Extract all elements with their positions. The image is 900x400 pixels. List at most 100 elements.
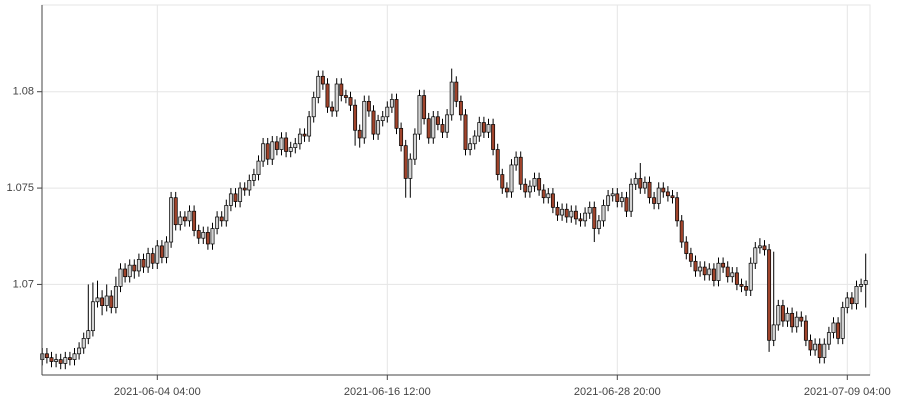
x-tick-label: 2021-06-04 04:00: [114, 386, 201, 398]
candle-body: [771, 324, 776, 341]
candle-body: [399, 127, 404, 147]
candle-body: [684, 241, 689, 254]
candle-body: [665, 191, 670, 197]
candle-body: [173, 197, 178, 226]
candle-body: [353, 104, 358, 131]
candle-body: [541, 189, 546, 199]
y-tick-label: 1.07: [13, 278, 34, 290]
candle-body: [840, 307, 845, 339]
candle-body: [417, 95, 422, 135]
candle-body: [376, 120, 381, 135]
candle-body: [279, 137, 284, 150]
candle-body: [238, 187, 243, 202]
candle-body: [458, 101, 463, 116]
candle-body: [762, 245, 767, 251]
candle-body: [776, 305, 781, 326]
candle-body: [182, 216, 187, 222]
candle-body: [426, 118, 431, 139]
candle-body: [431, 116, 436, 139]
candle-body: [297, 133, 302, 145]
candle-body: [311, 97, 316, 118]
candle-body: [813, 343, 818, 351]
candle-body: [366, 101, 371, 112]
candle-body: [362, 101, 367, 139]
candle-body: [113, 286, 118, 308]
candle-body: [141, 259, 146, 268]
x-tick-label: 2021-07-09 04:00: [804, 386, 891, 398]
candle-body: [610, 193, 615, 197]
candle-body: [569, 210, 574, 218]
candle-body: [707, 268, 712, 276]
candle-body: [320, 75, 325, 85]
candle-body: [638, 178, 643, 189]
candle-body: [215, 216, 220, 229]
candle-body: [859, 284, 864, 287]
candle-body: [702, 266, 707, 276]
x-tick-label: 2021-06-16 12:00: [344, 386, 431, 398]
candle-body: [730, 272, 735, 278]
candle-body: [90, 301, 95, 332]
candle-body: [716, 262, 721, 281]
candle-body: [49, 357, 54, 362]
candle-body: [550, 193, 555, 208]
candle-body: [178, 216, 183, 226]
candle-body: [412, 133, 417, 160]
candle-body: [224, 205, 229, 222]
candle-body: [560, 208, 565, 216]
candle-body: [606, 195, 611, 206]
candle-body: [836, 322, 841, 339]
candle-body: [394, 99, 399, 129]
x-tick-label: 2021-06-28 20:00: [574, 386, 661, 398]
candle-body: [54, 359, 59, 362]
candle-body: [136, 259, 141, 272]
candle-body: [675, 197, 680, 222]
candle-body: [228, 193, 233, 206]
candle-body: [58, 359, 63, 364]
candle-body: [537, 178, 542, 191]
candle-body: [72, 353, 77, 360]
candle-body: [817, 343, 822, 359]
candle-body: [578, 218, 583, 222]
candle-body: [794, 316, 799, 328]
candle-body: [849, 297, 854, 305]
candle-body: [661, 187, 666, 193]
candle-body: [302, 133, 307, 137]
candle-body: [587, 206, 592, 214]
candle-body: [330, 106, 335, 112]
candle-body: [118, 268, 123, 287]
y-tick-label: 1.075: [6, 182, 34, 194]
candle-body: [454, 81, 459, 102]
candle-body: [711, 268, 716, 281]
candle-body: [288, 147, 293, 152]
candle-body: [854, 286, 859, 305]
candle-body: [601, 205, 606, 222]
candle-body: [270, 141, 275, 160]
candle-body: [169, 197, 174, 243]
candle-body: [670, 195, 675, 199]
candle-body: [100, 297, 105, 306]
candle-body: [564, 208, 569, 218]
plot-area: [41, 4, 871, 376]
candle-body: [619, 197, 624, 202]
candle-body: [201, 232, 206, 239]
candle-body: [77, 347, 82, 355]
candle-body: [592, 206, 597, 229]
candle-body: [509, 164, 514, 193]
candle-body: [385, 106, 390, 118]
candle-body: [164, 241, 169, 258]
candle-body: [734, 272, 739, 285]
candle-body: [422, 95, 427, 120]
candle-body: [596, 220, 601, 229]
candle-body: [491, 124, 496, 150]
candle-body: [546, 193, 551, 199]
candle-body: [679, 220, 684, 243]
candle-body: [104, 295, 109, 306]
candle-body: [808, 339, 813, 351]
candle-body: [307, 116, 312, 137]
candle-body: [44, 353, 49, 359]
candle-body: [495, 149, 500, 175]
candle-body: [481, 122, 486, 133]
candle-body: [435, 116, 440, 125]
candle-body: [555, 206, 560, 216]
